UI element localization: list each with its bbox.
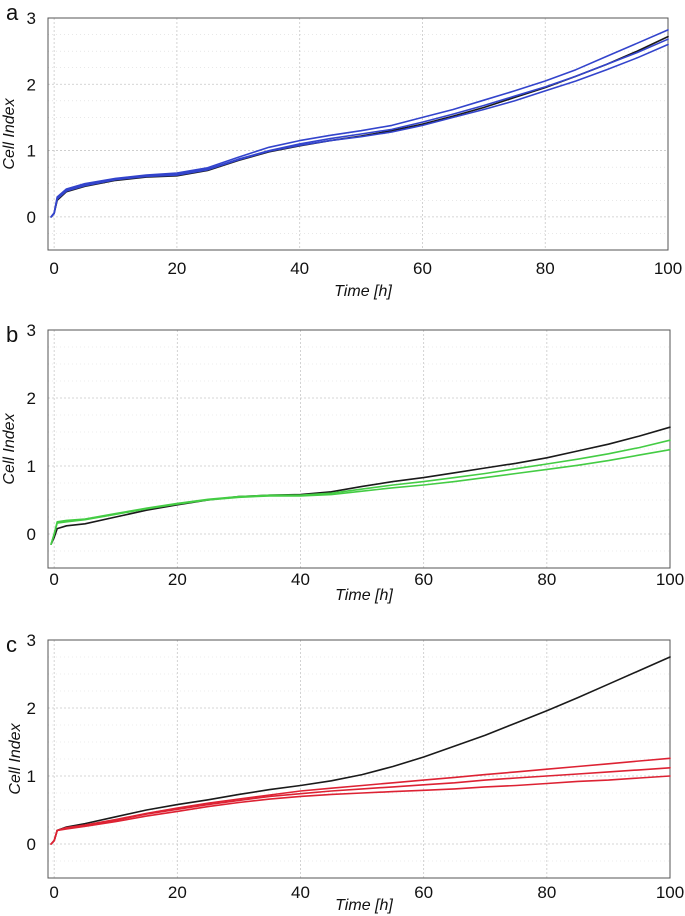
y-tick-label: 3 [27, 9, 36, 28]
series-line-treated-1 [50, 757, 671, 845]
chart-panel-c: 0 1 2 3 0 20 40 60 80 100 Time [h] Cell Index c [6, 631, 684, 914]
series-line-treated-1 [50, 439, 671, 545]
y-tick-label: 1 [27, 457, 36, 476]
series-line-control [50, 656, 671, 845]
y-tick-label: 3 [27, 631, 36, 650]
series-line-treated-3 [50, 775, 671, 845]
panel-label: a [6, 0, 19, 25]
series-line-treated-3 [50, 43, 669, 218]
y-axis-label: Cell Index [7, 722, 24, 794]
chart-panel-a: 0 1 2 3 0 20 40 60 80 100 Time [h] Cell Index a [1, 0, 682, 300]
y-tick-label: 0 [27, 525, 36, 544]
series-line-control [50, 426, 671, 545]
y-tick-label: 0 [27, 835, 36, 854]
x-axis-label: Time [h] [335, 897, 393, 914]
x-tick-label: 40 [290, 259, 309, 278]
series-line-control [50, 35, 669, 218]
x-tick-label: 20 [167, 259, 186, 278]
x-tick-label: 0 [49, 883, 58, 902]
x-axis-label: Time [h] [335, 587, 393, 604]
y-tick-label: 0 [27, 208, 36, 227]
x-tick-label: 0 [49, 259, 58, 278]
series-line-treated-1 [50, 29, 669, 218]
panel-label: c [6, 632, 17, 657]
x-tick-label: 40 [291, 570, 310, 589]
series-line-treated-2 [50, 38, 669, 218]
series-line-treated-2 [50, 767, 671, 845]
x-tick-label: 80 [536, 259, 555, 278]
x-tick-label: 80 [537, 883, 556, 902]
x-tick-label: 80 [537, 570, 556, 589]
x-tick-label: 100 [656, 570, 684, 589]
x-tick-label: 100 [654, 259, 682, 278]
plot-frame [47, 17, 669, 251]
x-tick-label: 20 [168, 883, 187, 902]
y-tick-label: 2 [27, 75, 36, 94]
x-tick-label: 40 [291, 883, 310, 902]
series-line-treated-2 [50, 448, 671, 545]
x-tick-label: 20 [168, 570, 187, 589]
y-tick-label: 3 [27, 321, 36, 340]
chart-panel-b: 0 1 2 3 0 20 40 60 80 100 Time [h] Cell Index b [1, 321, 684, 604]
x-tick-label: 60 [414, 883, 433, 902]
y-tick-label: 2 [27, 389, 36, 408]
y-axis-label: Cell Index [1, 412, 18, 484]
y-tick-label: 1 [27, 142, 36, 161]
x-tick-label: 0 [49, 570, 58, 589]
panel-label: b [6, 322, 18, 347]
x-tick-label: 60 [414, 570, 433, 589]
x-tick-label: 60 [413, 259, 432, 278]
x-tick-label: 100 [656, 883, 684, 902]
y-tick-label: 1 [27, 767, 36, 786]
y-tick-label: 2 [27, 699, 36, 718]
x-axis-label: Time [h] [334, 283, 392, 300]
y-axis-label: Cell Index [1, 97, 18, 169]
